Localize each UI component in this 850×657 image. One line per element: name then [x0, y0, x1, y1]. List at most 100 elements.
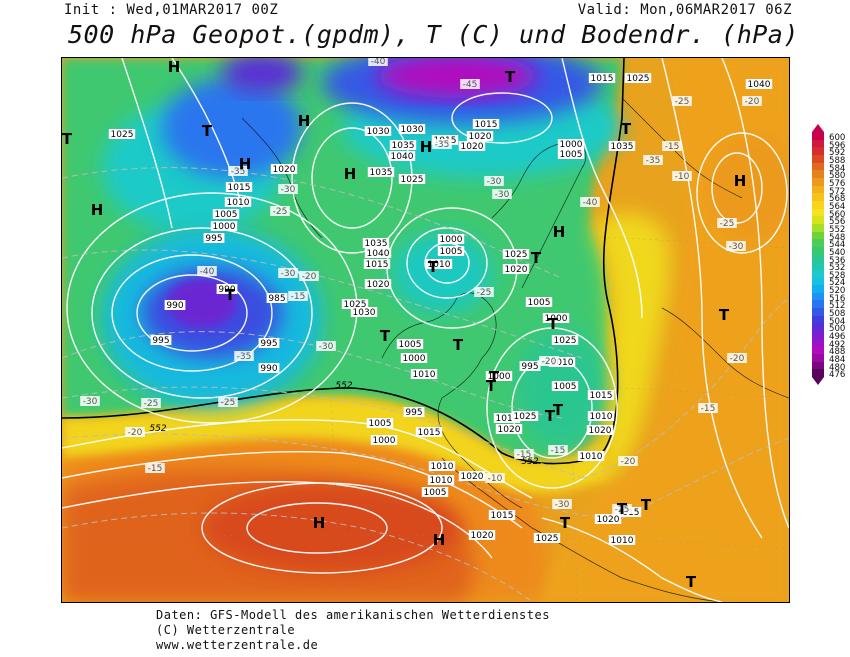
temperature-label: -30 [729, 242, 744, 252]
temperature-label: -20 [128, 428, 143, 438]
low-pressure-center: T [548, 315, 559, 333]
pressure-label-bg [745, 79, 773, 89]
pressure-label-bg [488, 510, 516, 520]
pressure-label: 1015 [496, 414, 519, 424]
low-pressure-center: T [505, 68, 516, 86]
low-pressure-center: T [617, 500, 628, 518]
temperature-label-bg [539, 356, 559, 366]
temperature-label: -40 [200, 267, 215, 277]
pressure-label-bg [164, 300, 186, 310]
colorbar-segment [812, 162, 824, 171]
colorbar-segment [812, 208, 824, 217]
high-pressure-center: H [553, 223, 566, 241]
pressure-label: 995 [260, 339, 277, 349]
colorbar-label: 584 [829, 163, 846, 174]
pressure-label-bg [587, 411, 615, 421]
colorbar-segment [812, 292, 824, 301]
temperature-label: -35 [646, 156, 661, 166]
pressure-label: 995 [205, 234, 222, 244]
pressure-label-bg [415, 427, 443, 437]
pressure-label-bg [458, 141, 486, 151]
temperature-label: -45 [463, 80, 478, 90]
temperature-label: -40 [371, 58, 386, 67]
pressure-label-bg [519, 361, 541, 371]
pressure-label: 1000 [488, 372, 511, 382]
pressure-label: 1020 [505, 265, 528, 275]
pressure-label-bg [364, 248, 392, 258]
pressure-label-bg [502, 249, 530, 259]
colorbar-label: 572 [829, 186, 846, 197]
colorbar-segment [812, 185, 824, 194]
colorbar-segment [812, 246, 824, 255]
pressure-label-bg [270, 164, 298, 174]
pressure-label: 1005 [528, 298, 551, 308]
colorbar-segment [812, 285, 824, 293]
colorbar-segment [812, 308, 824, 316]
pressure-label-bg [495, 424, 523, 434]
colorbar-label: 524 [829, 278, 846, 289]
temperature-label: -15 [517, 450, 532, 460]
pressure-label: 1005 [369, 419, 392, 429]
pressure-label-bg [485, 371, 513, 381]
temperature-label: -15 [551, 446, 566, 456]
colorbar-segment [812, 139, 824, 148]
colorbar-segment [812, 331, 824, 339]
temperature-label: -30 [281, 269, 296, 279]
temperature-label: -25 [221, 398, 236, 408]
pressure-label: 1040 [391, 152, 414, 162]
pressure-label: 1005 [399, 340, 422, 350]
low-pressure-center: T [428, 258, 439, 276]
pressure-label: 1025 [514, 412, 537, 422]
isotherms [62, 167, 789, 602]
temperature-label-bg [145, 463, 165, 473]
pressure-label-bg [468, 530, 496, 540]
pressure-label: 990 [166, 301, 183, 311]
pressure-label-bg [425, 259, 453, 269]
colorbar-segment [812, 346, 824, 355]
pressure-label-bg [502, 264, 530, 274]
colorbar-segment [812, 323, 824, 332]
temperature-label: -25 [615, 505, 630, 515]
pressure-label: 1035 [611, 142, 634, 152]
pressure-label-bg [366, 418, 394, 428]
colorbar-label: 504 [829, 316, 846, 327]
colorbar-label: 576 [829, 178, 846, 189]
low-pressure-center: T [62, 130, 73, 148]
temperature-label: -20 [302, 272, 317, 282]
colorbar-label: 520 [829, 286, 846, 297]
low-pressure-center: T [719, 306, 730, 324]
temperature-label-bg [368, 58, 388, 66]
temperature-label-bg [218, 397, 238, 407]
pressure-label-bg [493, 413, 521, 423]
colorbar-label: 508 [829, 309, 846, 320]
pressure-label-bg [427, 475, 455, 485]
pressure-label: 1020 [273, 165, 296, 175]
temperature-label-bg [278, 268, 298, 278]
temperature-label-bg [514, 449, 534, 459]
colorbar-segment [812, 262, 824, 270]
temperature-label-bg [197, 266, 217, 276]
temperature-label-bg [299, 271, 319, 281]
pressure-label: 1015 [491, 511, 514, 521]
pressure-label-bg [594, 514, 622, 524]
pressure-label: 1025 [401, 175, 424, 185]
pressure-label: 1010 [580, 452, 603, 462]
temperature-label-bg [141, 398, 161, 408]
temperature-label: -35 [237, 352, 252, 362]
pressure-label-bg [364, 279, 392, 289]
temperature-label-bg [484, 176, 504, 186]
high-pressure-center: H [298, 112, 311, 130]
data-credits: Daten: GFS-Modell des amerikanischen Wet… [156, 608, 550, 653]
colorbar-label: 560 [829, 209, 846, 220]
low-pressure-center: T [641, 496, 652, 514]
temperature-label-bg [742, 96, 762, 106]
temperature-label: -15 [701, 404, 716, 414]
temperature-label-bg [80, 396, 100, 406]
low-pressure-center: T [686, 573, 697, 591]
pressure-label-bg [548, 357, 576, 367]
colorbar-label: 540 [829, 247, 846, 258]
pressure-label: 1020 [471, 531, 494, 541]
pressure-label: 1030 [367, 127, 390, 137]
pressure-label-bg [428, 461, 456, 471]
